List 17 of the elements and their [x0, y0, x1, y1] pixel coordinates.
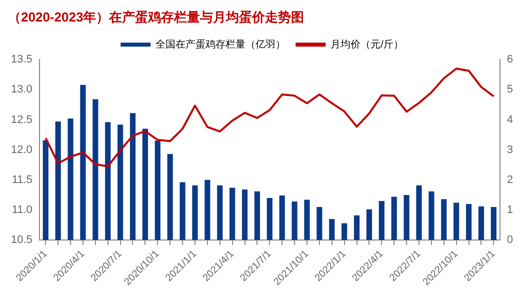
y2-tick-label: 3 [506, 144, 514, 156]
legend-label: 全国在产蛋鸡存栏量（亿羽） [156, 38, 286, 50]
chart-title: （2020-2023年）在产蛋鸡存栏量与月均蛋价走势图 [8, 9, 304, 24]
y-tick-label: 13.0 [10, 84, 32, 96]
y-tick-label: 13.5 [10, 54, 32, 66]
y-tick-label: 11.5 [12, 174, 32, 186]
y2-tick-label: 1 [506, 204, 514, 216]
y-tick-label: 10.5 [10, 234, 32, 246]
y-tick-label: 12.5 [10, 114, 32, 126]
y2-tick-label: 5 [506, 84, 514, 96]
y-tick-label: 11.0 [12, 204, 32, 216]
y-tick-label: 12.0 [10, 144, 32, 156]
y2-tick-label: 2 [506, 174, 514, 186]
y2-tick-label: 4 [506, 114, 514, 126]
y2-tick-label: 6 [506, 54, 514, 66]
y2-tick-label: 0 [506, 234, 514, 246]
legend-label: 月均价（元/斤） [330, 38, 404, 50]
